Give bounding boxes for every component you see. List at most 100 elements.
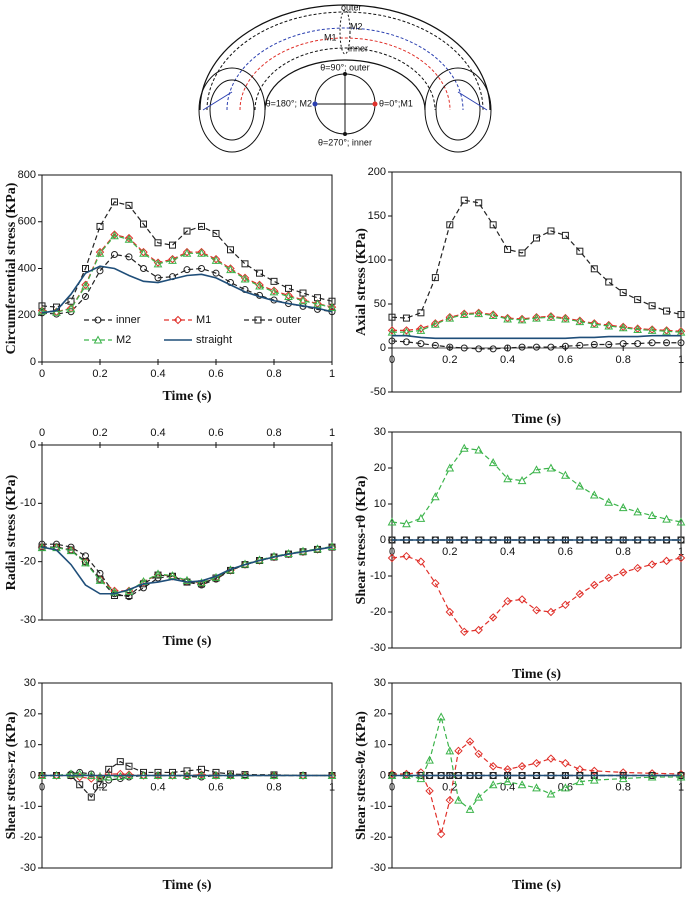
marker (154, 239, 162, 247)
marker (460, 627, 469, 637)
legend-label: M1 (196, 314, 211, 326)
marker (503, 596, 512, 606)
marker (66, 546, 76, 555)
marker (226, 265, 235, 274)
marker (676, 553, 686, 563)
series (387, 712, 686, 813)
marker (416, 557, 426, 566)
x-tick-label: 0 (39, 781, 45, 793)
legend-label: M2 (116, 334, 131, 346)
marker (140, 220, 147, 228)
x-tick-label: 0 (39, 368, 45, 380)
series-line (391, 447, 682, 525)
marker (416, 513, 426, 522)
series-line (391, 199, 682, 319)
x-tick-label: 0 (389, 781, 395, 793)
x-tick-label: 1 (329, 368, 335, 380)
y-tick-label: -20 (20, 831, 36, 843)
marker (474, 792, 484, 801)
x-axis-label: Time (s) (512, 412, 561, 427)
series (388, 196, 685, 322)
series-line (392, 334, 681, 340)
marker (197, 578, 206, 587)
marker (67, 297, 75, 305)
marker (604, 321, 614, 330)
marker (618, 323, 628, 332)
right-section-line (457, 91, 488, 111)
y-tick-label: 20 (374, 462, 386, 474)
marker (416, 324, 426, 333)
marker (663, 307, 671, 315)
x-tick-label: 0.8 (266, 427, 281, 439)
x-tick-label: 1 (329, 781, 335, 793)
marker (618, 503, 628, 512)
marker (454, 746, 463, 756)
marker (445, 463, 455, 472)
marker (436, 712, 446, 721)
marker (270, 277, 278, 285)
marker (488, 613, 498, 622)
section-label: θ=0°;M1 (379, 98, 413, 108)
left-end-inner (209, 79, 255, 141)
y-tick-label: -50 (370, 386, 386, 398)
x-tick-label: 0.4 (500, 546, 515, 558)
marker (105, 765, 113, 773)
marker (532, 605, 541, 615)
marker (285, 284, 292, 292)
y-axis-label: Radial stress (KPa) (4, 474, 19, 590)
marker (561, 314, 570, 323)
tube-label: M2 (350, 21, 363, 31)
series (387, 309, 686, 336)
marker (575, 317, 585, 326)
x-tick-label: 0 (39, 427, 45, 439)
marker (504, 245, 512, 253)
marker (66, 304, 76, 313)
y-tick-label: 50 (374, 298, 386, 310)
m2-line (226, 27, 464, 111)
marker (313, 299, 322, 308)
marker (81, 280, 90, 290)
marker (226, 264, 235, 273)
section-label: θ=270°; inner (318, 137, 372, 147)
series-line (391, 340, 681, 350)
marker (648, 302, 656, 310)
y-tick-label: 200 (368, 166, 386, 178)
marker (402, 314, 410, 322)
marker (446, 343, 454, 351)
marker (503, 474, 512, 483)
section-ellipse (339, 9, 351, 55)
marker (474, 445, 484, 454)
marker (431, 578, 440, 588)
marker (124, 586, 134, 595)
y-axis-label: Shear stress-rz (KPa) (4, 711, 19, 839)
y-tick-label: 30 (24, 677, 36, 689)
marker (561, 231, 569, 239)
marker (417, 340, 425, 348)
section-dot (343, 132, 347, 136)
marker (532, 783, 541, 792)
marker (299, 289, 307, 297)
series (38, 540, 336, 601)
marker (633, 324, 642, 334)
marker (124, 234, 134, 243)
section-dot (372, 101, 378, 107)
marker (590, 340, 598, 348)
y-tick-label: -30 (370, 642, 386, 654)
marker (445, 607, 455, 617)
marker (604, 497, 614, 506)
marker (546, 607, 556, 617)
x-tick-label: 0.2 (442, 354, 457, 366)
series-line (41, 546, 333, 595)
y-tick-label: -30 (370, 862, 386, 874)
left-end (198, 67, 266, 153)
marker (605, 278, 613, 286)
marker (387, 326, 397, 335)
legend-label: outer (276, 314, 301, 326)
marker (212, 229, 220, 237)
marker (254, 316, 262, 324)
marker (387, 553, 397, 563)
marker (677, 311, 685, 319)
marker (37, 306, 47, 315)
marker (518, 249, 526, 257)
marker (589, 490, 599, 499)
